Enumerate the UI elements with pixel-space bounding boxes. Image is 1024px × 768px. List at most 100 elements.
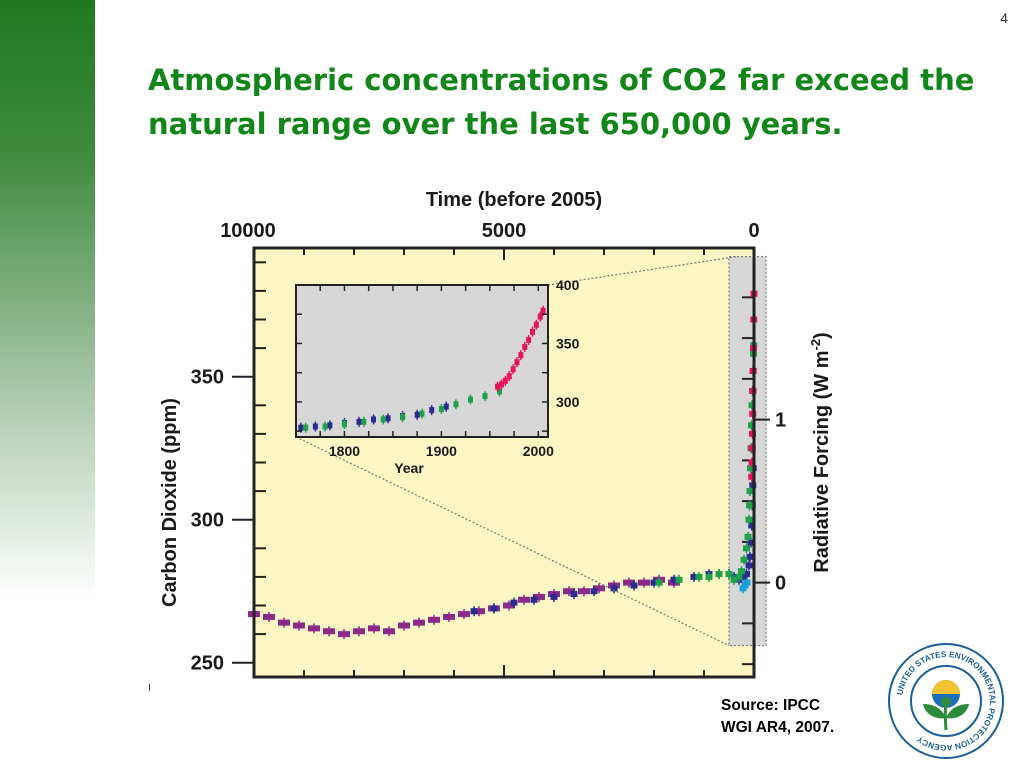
- inset-data-point-marker: [443, 403, 449, 410]
- inset-data-point: [526, 334, 532, 345]
- main-data-point: [490, 603, 498, 614]
- right-axis-title: Radiative Forcing (W m-2): [808, 332, 833, 572]
- inset-data-point-marker: [482, 393, 488, 400]
- inset-data-point: [322, 421, 328, 432]
- inset-data-point: [443, 401, 449, 412]
- inset-data-point-marker: [327, 422, 333, 429]
- main-data-point: [503, 600, 515, 611]
- main-data-point: [638, 577, 650, 588]
- main-data-point-marker: [745, 516, 753, 523]
- inset-data-point-marker: [522, 343, 528, 350]
- main-data-point-marker: [670, 576, 678, 583]
- main-data-point: [725, 569, 733, 580]
- inset-data-point-marker: [518, 352, 524, 359]
- main-data-point-marker: [473, 608, 485, 615]
- main-data-point-marker: [690, 573, 698, 580]
- main-data-point-marker: [458, 611, 470, 618]
- main-data-point: [353, 626, 365, 637]
- main-data-point: [563, 586, 575, 597]
- right-axis-title-text: Radiative Forcing (W m: [811, 350, 833, 572]
- inset-data-point-marker: [506, 373, 512, 380]
- main-data-point-marker: [744, 533, 752, 540]
- inset-data-point-marker: [414, 411, 420, 418]
- main-data-point-marker: [490, 605, 498, 612]
- main-data-point: [398, 620, 410, 631]
- inset-data-point-marker: [502, 377, 508, 384]
- slide-title: Atmospheric concentrations of CO2 far ex…: [148, 63, 975, 141]
- inset-data-point: [502, 375, 508, 386]
- inset-x-tick-label: 1800: [329, 443, 360, 459]
- inset-data-point-marker: [322, 423, 328, 430]
- inset-data-point-marker: [341, 421, 347, 428]
- inset-data-point-marker: [361, 418, 367, 425]
- main-data-point: [745, 514, 753, 525]
- main-data-point: [443, 611, 455, 622]
- main-data-point-marker: [398, 622, 410, 629]
- y-axis-title: Carbon Dioxide (ppm): [159, 398, 181, 607]
- inset-data-point-marker: [514, 359, 520, 366]
- main-data-point: [593, 583, 605, 594]
- main-data-point: [715, 569, 723, 580]
- inset-data-point-marker: [400, 414, 406, 421]
- main-data-point: [744, 531, 752, 542]
- main-data-point: [338, 629, 350, 640]
- inset-data-point: [356, 416, 362, 427]
- main-data-point-marker: [730, 576, 738, 583]
- main-data-point-marker: [638, 579, 650, 586]
- main-data-point: [743, 569, 750, 580]
- inset-data-point: [303, 422, 309, 433]
- inset-data-point-marker: [497, 388, 503, 395]
- inset-data-point: [327, 420, 333, 431]
- inset-data-point-marker: [467, 396, 473, 403]
- main-data-point-marker: [550, 593, 558, 600]
- inset-y-tick-label: 300: [556, 394, 580, 410]
- main-data-point-marker: [278, 619, 290, 626]
- main-data-point: [650, 577, 658, 588]
- inset-data-point: [429, 405, 435, 416]
- main-data-point-marker: [735, 573, 743, 580]
- source-caption: Source: IPCC WGI AR4, 2007.: [721, 695, 834, 739]
- inset-data-point-marker: [529, 328, 535, 335]
- inset-data-point: [537, 311, 543, 322]
- main-data-point: [743, 543, 750, 554]
- inset-data-point-marker: [537, 313, 543, 320]
- main-data-point-marker: [746, 502, 753, 509]
- main-data-point-marker: [747, 539, 755, 546]
- main-data-point-marker: [428, 616, 440, 623]
- logo-sun: [932, 680, 960, 694]
- main-data-point-marker: [623, 579, 635, 586]
- right-axis-title-superscript: -2: [808, 339, 823, 351]
- main-data-point: [740, 554, 748, 565]
- main-data-point-marker: [518, 596, 530, 603]
- top-tick-label: 5000: [482, 220, 527, 242]
- inset-data-point: [371, 414, 377, 425]
- inset-data-point-marker: [380, 416, 386, 423]
- inset-data-point: [522, 341, 528, 352]
- right-tick-label: 0: [775, 573, 786, 595]
- main-data-point-marker: [695, 573, 703, 580]
- main-data-point: [743, 577, 751, 588]
- main-plot-frame: [252, 246, 756, 679]
- slide-number: 4: [1000, 10, 1008, 26]
- main-data-point: [655, 577, 663, 588]
- main-data-point-marker: [675, 576, 683, 583]
- main-data-point-marker: [413, 619, 425, 626]
- main-data-point: [748, 420, 755, 431]
- inset-data-point-marker: [356, 418, 362, 425]
- main-data-point-marker: [748, 473, 756, 480]
- main-data-point: [570, 589, 578, 600]
- main-data-point: [610, 583, 618, 594]
- inset-data-point: [341, 419, 347, 430]
- main-data-point: [510, 597, 518, 608]
- main-data-point: [278, 617, 290, 628]
- main-data-point-marker: [746, 488, 754, 495]
- main-data-point-marker: [510, 599, 518, 606]
- inset-data-point-marker: [419, 410, 425, 417]
- main-data-point-marker: [533, 593, 545, 600]
- main-data-point: [518, 594, 530, 605]
- inset-data-point: [419, 408, 425, 419]
- main-data-point: [308, 623, 320, 634]
- main-data-point-marker: [630, 582, 638, 589]
- inset-y-tick-label: 350: [556, 335, 580, 351]
